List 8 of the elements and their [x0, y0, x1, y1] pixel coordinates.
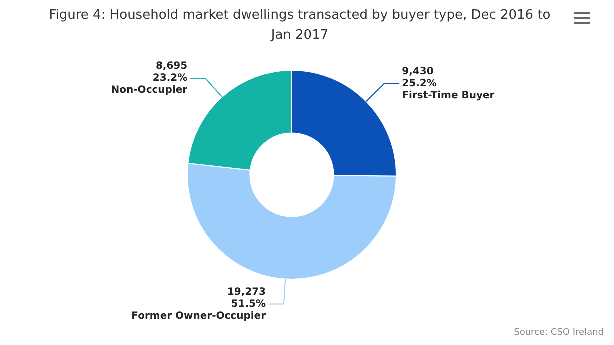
slice-label: Former Owner-Occupier: [132, 310, 266, 322]
slice-label: Non-Occupier: [111, 85, 188, 96]
source-note: Source: CSO Ireland: [514, 328, 604, 338]
chart-title: Figure 4: Household market dwellings transacted by buyer type, Dec 2016 to Jan 2017: [48, 7, 552, 45]
data-label: 9,430 25.2%: [402, 66, 437, 90]
data-label: 19,273 51.5%: [227, 286, 266, 310]
data-label: 8,695 23.2%: [152, 61, 188, 84]
slice-label: First-Time Buyer: [402, 90, 495, 102]
